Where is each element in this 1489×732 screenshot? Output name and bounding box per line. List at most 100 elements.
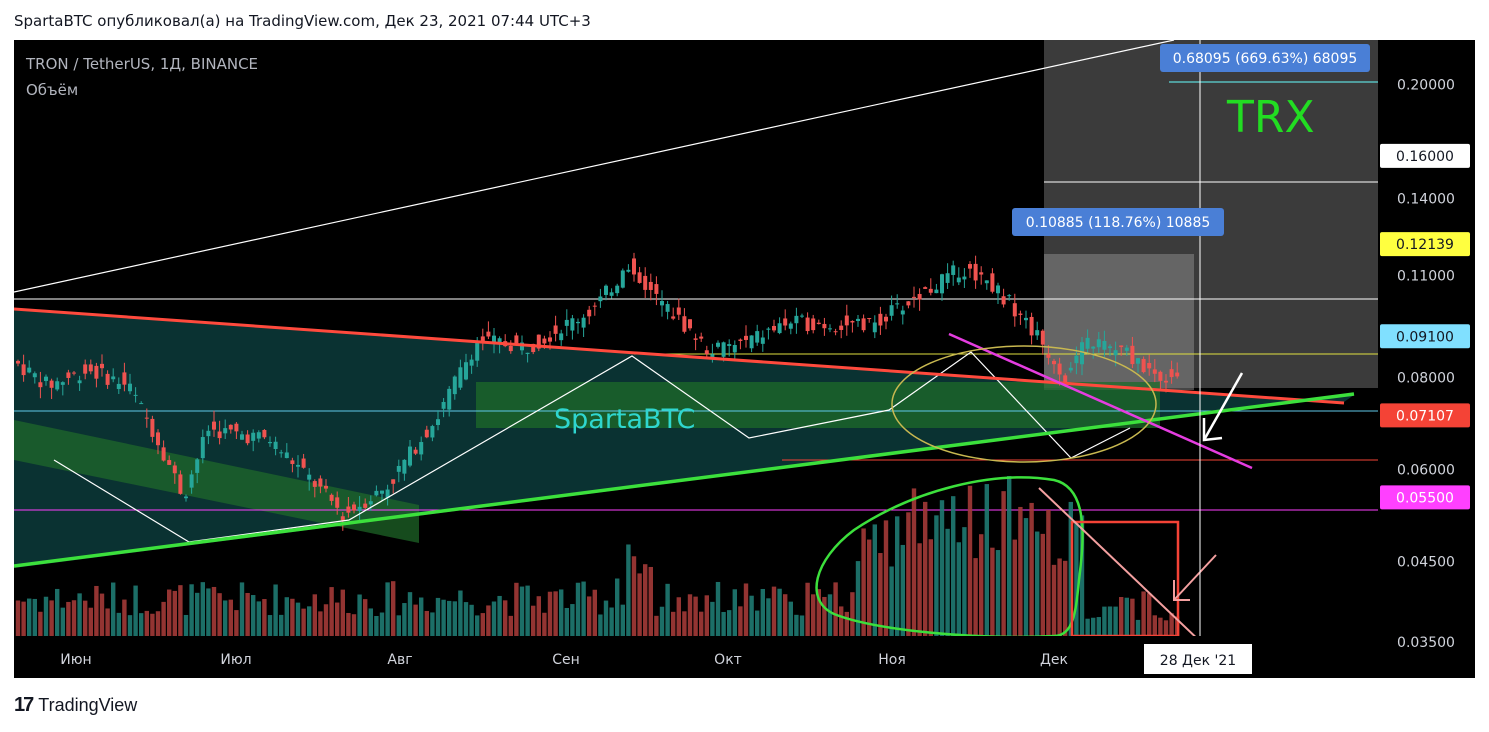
volume-bar (755, 610, 760, 636)
volume-bar (587, 596, 592, 636)
price-tick-label: 0.06000 (1397, 462, 1455, 478)
volume-bar (934, 515, 939, 636)
candle-body (856, 318, 860, 322)
range-zone (476, 382, 1160, 428)
candle-body (984, 280, 989, 284)
candle-body (396, 465, 401, 472)
candle-body (671, 316, 676, 319)
volume-bar (693, 596, 698, 636)
candle-body (324, 485, 328, 489)
candle-body (531, 343, 536, 353)
volume-bar (357, 594, 362, 636)
candle-body (839, 325, 844, 330)
volume-bar (508, 615, 513, 636)
candle-body (32, 373, 37, 378)
volume-bar (27, 598, 32, 636)
volume-bar (447, 600, 452, 636)
candle-body (788, 323, 793, 329)
candle-body (452, 376, 457, 395)
candle-body (1141, 358, 1146, 373)
volume-bar (1007, 475, 1012, 636)
candle-body (923, 287, 928, 289)
price-label: 0.05500 (1396, 490, 1454, 506)
measure-box-1-bg (1160, 44, 1370, 72)
volume-bar (452, 601, 457, 636)
candle-body (290, 460, 295, 464)
volume-bar (491, 601, 497, 636)
candle-body (973, 263, 978, 281)
candle-body (1158, 371, 1163, 381)
candle-body (94, 365, 99, 379)
time-tick-label: Июн (60, 652, 91, 668)
candle-body (27, 367, 32, 373)
candle-body (934, 289, 939, 294)
volume-bar (598, 614, 603, 636)
volume-bar (463, 602, 469, 636)
volume-bar (592, 589, 597, 636)
volume-bar (139, 613, 144, 636)
volume-bar (671, 611, 676, 636)
price-chart[interactable]: SpartaBTC TRX 0.68095 (669.63%) 68095 0.… (14, 40, 1475, 678)
candle-body (38, 382, 43, 388)
candle-body (475, 341, 480, 361)
candle-body (156, 432, 160, 446)
candle-body (189, 474, 194, 488)
candle-body (385, 489, 390, 498)
candle-body (72, 372, 76, 374)
candle-body (676, 307, 681, 315)
candle-body (424, 429, 429, 438)
volume-bar (883, 520, 889, 636)
candle-body (234, 423, 239, 432)
candle-body (704, 350, 709, 355)
candle-body (1113, 350, 1118, 356)
volume-bar (1169, 613, 1174, 636)
candle-body (419, 442, 424, 455)
candle-body (1001, 296, 1006, 305)
volume-bar (609, 607, 614, 636)
volume-bar (396, 615, 401, 636)
volume-bar (49, 600, 54, 636)
chart-area[interactable]: SpartaBTC TRX 0.68095 (669.63%) 68095 0.… (14, 40, 1475, 678)
volume-bar (783, 594, 788, 636)
measure-box-2-bg (1012, 208, 1224, 236)
volume-bar (234, 610, 239, 636)
footer-brand[interactable]: 17 TradingView (14, 694, 137, 717)
volume-bar (878, 553, 883, 636)
price-label-bg (1380, 403, 1470, 428)
volume-bar (419, 597, 424, 636)
price-label: 0.09100 (1396, 329, 1454, 345)
candle-body (581, 317, 586, 328)
volume-bar (1113, 606, 1118, 636)
volume-bar (1029, 502, 1034, 636)
volume-bar (43, 596, 49, 636)
volume-bar (794, 614, 799, 636)
volume-bar (144, 610, 149, 636)
volume-bar (273, 584, 278, 636)
volume-bar (441, 599, 446, 636)
volume-bar (335, 602, 340, 636)
candle-body (1108, 346, 1112, 349)
candle-body (553, 325, 558, 334)
candle-body (1018, 313, 1023, 315)
candle-body (917, 293, 922, 300)
candle-body (240, 434, 244, 440)
volume-bar (38, 611, 43, 636)
candle-body (1007, 295, 1012, 297)
candle-body (245, 434, 250, 444)
price-tick-label: 0.04500 (1397, 554, 1455, 570)
candle-body (900, 310, 905, 315)
volume-bar (94, 585, 99, 636)
candle-body (307, 474, 312, 480)
volume-bar (811, 594, 816, 636)
candle-body (716, 342, 720, 347)
candle-body (1029, 316, 1034, 336)
volume-bar (900, 544, 905, 636)
volume-bar (889, 566, 894, 636)
candle-body (615, 285, 620, 294)
candle-body (800, 315, 804, 317)
price-axis[interactable]: 0.550000.400000.200000.140000.110000.080… (1378, 40, 1475, 651)
candle-body (559, 333, 564, 341)
volume-bar (967, 485, 973, 636)
volume-bar (105, 608, 110, 636)
volume-bar (1023, 518, 1029, 636)
